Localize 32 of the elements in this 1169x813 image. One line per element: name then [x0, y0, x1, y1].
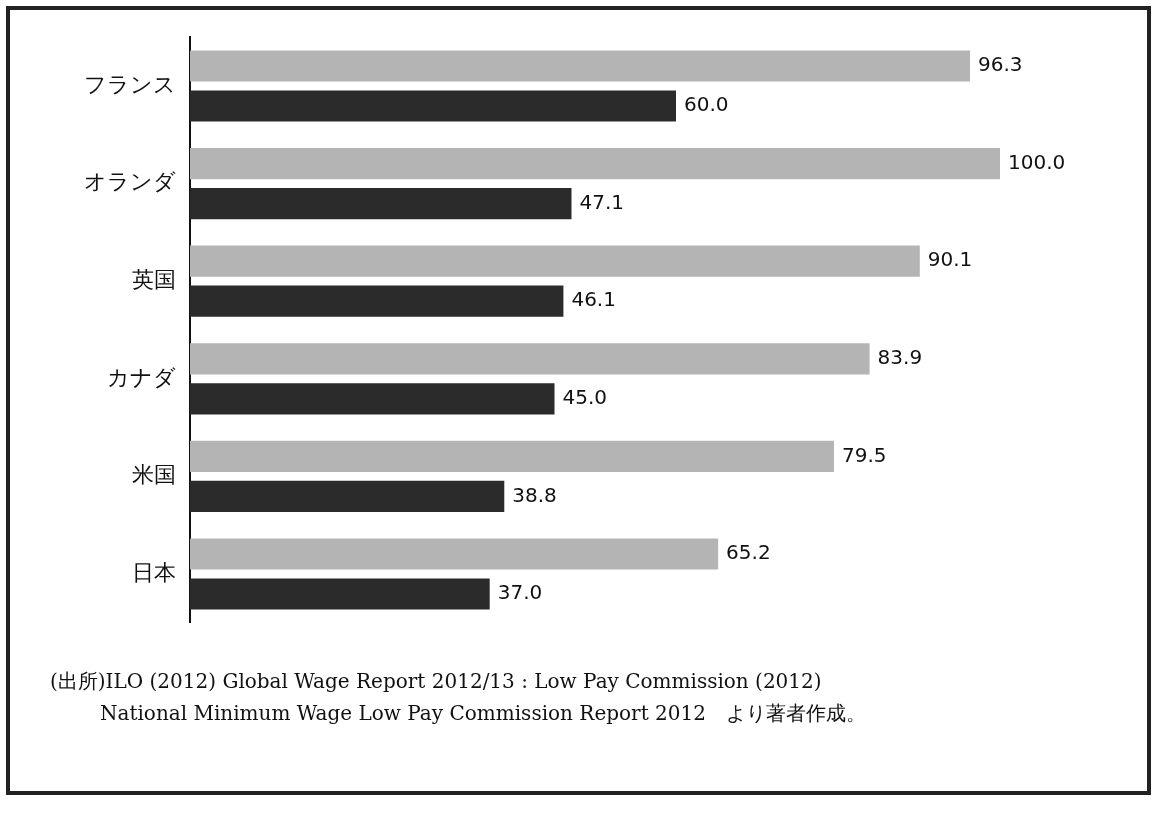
bar [190, 343, 870, 375]
bar [190, 245, 920, 277]
y-tick-label: オランダ [84, 169, 176, 195]
y-tick-label: 英国 [132, 266, 176, 292]
data-label: 45.0 [562, 385, 608, 410]
y-tick-label: 日本 [132, 559, 176, 585]
data-label: 83.9 [877, 345, 923, 369]
data-label: 38.8 [512, 482, 557, 507]
text: (出所)ILO (2012) Global Wage Report 2012/13 : Low Pay Commission (2012) [50, 668, 823, 695]
bar [190, 383, 555, 415]
y-tick-label: カナダ [107, 364, 176, 390]
bar [190, 578, 490, 610]
bar [190, 440, 834, 472]
y-tick-label: 米国 [132, 462, 176, 488]
bar [190, 50, 971, 82]
data-label: 90.1 [927, 247, 973, 272]
data-label: 47.1 [579, 189, 625, 214]
data-label: 96.3 [978, 52, 1023, 77]
y-tick-label: フランス [84, 71, 176, 97]
data-label: 60.0 [684, 92, 729, 117]
data-label: 37.0 [497, 580, 543, 605]
bar [190, 285, 564, 317]
data-label: 100.0 [1008, 149, 1066, 174]
bar [190, 147, 1000, 180]
text: National Minimum Wage Low Pay Commission Report 2012 より著者作成。 [99, 700, 866, 727]
data-label: 79.5 [841, 442, 887, 467]
data-label: 46.1 [571, 287, 616, 312]
bar [190, 480, 505, 513]
bar [190, 90, 676, 122]
bar [190, 188, 572, 220]
bar [190, 538, 719, 570]
data-label: 65.2 [726, 540, 771, 565]
